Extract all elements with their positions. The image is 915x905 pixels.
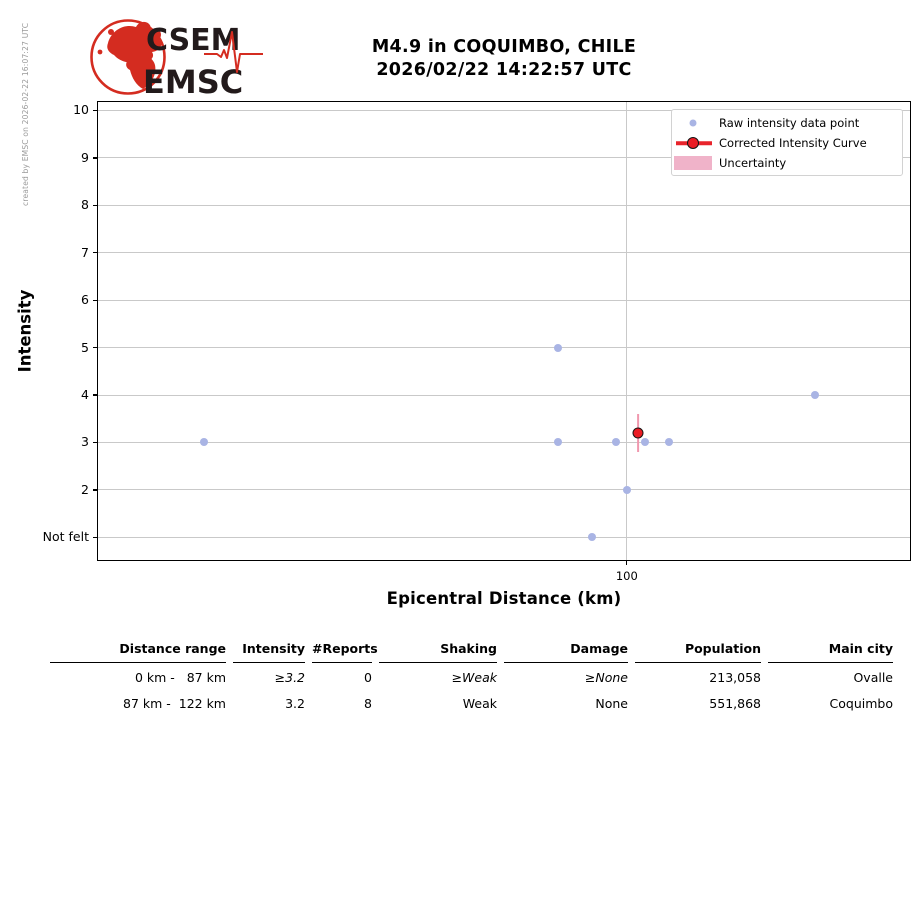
impact-table-cell: 3.2 xyxy=(285,696,305,711)
y-tick-mark xyxy=(93,109,97,112)
impact-table-cell: None xyxy=(595,696,628,711)
impact-table-header-cell: Population xyxy=(635,640,761,663)
impact-table-cell: 551,868 xyxy=(709,696,761,711)
logo-seismogram-icon xyxy=(204,31,263,73)
y-gridline xyxy=(97,204,911,206)
impact-table-cell: 0 km - 87 km xyxy=(134,670,226,685)
impact-table: Distance range Intensity #Reports Shaking Da… xyxy=(43,640,900,715)
raw-intensity-point xyxy=(199,438,208,447)
y-tick-label: 2 xyxy=(81,481,89,497)
legend-label-uncertainty: Uncertainty xyxy=(719,156,787,170)
raw-intensity-point xyxy=(553,343,562,352)
legend-entry-corrected: Corrected Intensity Curve xyxy=(674,133,896,153)
legend-label-raw: Raw intensity data point xyxy=(719,116,860,130)
y-tick-mark xyxy=(93,204,97,206)
impact-table-header-cell: Main city xyxy=(768,640,893,663)
impact-table-header-row: Distance range Intensity #Reports Shaking Da… xyxy=(50,640,893,663)
y-gridline xyxy=(97,299,911,301)
y-tick-label: Not felt xyxy=(42,529,89,545)
x-axis-title: Epicentral Distance (km) xyxy=(386,589,622,608)
impact-table-header-cell: Damage xyxy=(504,640,628,663)
y-tick-label: 9 xyxy=(81,149,89,165)
impact-table-header-cell: Shaking xyxy=(379,640,497,663)
y-tick-mark xyxy=(93,252,97,254)
x-gridline xyxy=(626,101,628,561)
x-tick-mark xyxy=(626,561,628,565)
y-gridline xyxy=(97,347,911,349)
raw-intensity-point xyxy=(664,438,673,447)
impact-table-row: 87 km - 122 km 3.2 8 Weak None 551,868 Coquimb… xyxy=(50,689,893,715)
impact-table-cell: Ovalle xyxy=(853,670,893,685)
legend-label-corrected: Corrected Intensity Curve xyxy=(719,136,867,150)
impact-table-cell: 0 xyxy=(364,670,372,685)
y-tick-label: 6 xyxy=(81,292,89,308)
logo-continents-icon xyxy=(97,21,162,89)
legend: Raw intensity data point Corrected Inten… xyxy=(671,109,903,176)
y-gridline xyxy=(97,109,911,111)
impact-table-cell: 8 xyxy=(364,696,372,711)
impact-table-header-cell: Distance range xyxy=(50,640,226,663)
y-tick-label: 10 xyxy=(73,102,89,118)
raw-intensity-point xyxy=(622,485,631,494)
y-gridline xyxy=(97,489,911,491)
raw-intensity-point xyxy=(640,438,649,447)
y-gridline xyxy=(97,252,911,254)
y-gridline xyxy=(97,157,911,159)
raw-intensity-point xyxy=(810,391,819,400)
raw-point-marker-icon xyxy=(674,116,712,130)
emsc-logo: CSEM EMSC xyxy=(90,19,263,101)
event-title: M4.9 in COQUIMBO, CHILE xyxy=(371,37,637,57)
y-gridline xyxy=(97,536,911,538)
impact-table-header-cell: #Reports xyxy=(312,640,378,663)
y-tick-label: 5 xyxy=(81,339,89,355)
legend-entry-raw: Raw intensity data point xyxy=(674,113,896,133)
y-gridline xyxy=(97,441,911,443)
y-tick-mark xyxy=(93,489,97,491)
event-datetime: 2026/02/22 14:22:57 UTC xyxy=(376,60,632,80)
x-tick-label: 100 xyxy=(615,569,638,583)
impact-table-header-cell: Intensity xyxy=(233,640,305,663)
y-tick-label: 3 xyxy=(81,434,89,450)
figure-title: M4.9 in COQUIMBO, CHILE 2026/02/22 14:22… xyxy=(97,36,911,82)
legend-entry-uncertainty: Uncertainty xyxy=(674,153,896,173)
y-tick-mark xyxy=(93,441,97,444)
logo-emsc-text: EMSC xyxy=(143,63,243,101)
uncertainty-patch-icon xyxy=(674,156,712,170)
raw-intensity-point xyxy=(587,533,596,542)
impact-table-row: 0 km - 87 km ≥3.2 0 ≥Weak ≥None 213,058 Ovalle xyxy=(50,663,893,689)
impact-table-cell: 213,058 xyxy=(709,670,761,685)
y-tick-label: 7 xyxy=(81,244,89,260)
impact-table-cell: ≥None xyxy=(584,670,628,685)
impact-table-cell: Weak xyxy=(462,696,497,711)
y-tick-mark xyxy=(93,536,97,538)
raw-intensity-point xyxy=(553,438,562,447)
y-tick-mark xyxy=(93,299,97,301)
y-tick-mark xyxy=(93,157,97,159)
impact-table-cell: ≥Weak xyxy=(451,670,497,685)
y-tick-mark xyxy=(93,346,97,349)
corrected-curve-marker-icon xyxy=(674,136,712,150)
y-gridline xyxy=(97,394,911,396)
raw-intensity-point xyxy=(611,438,620,447)
y-tick-label: 4 xyxy=(81,387,89,403)
impact-table-cell: Coquimbo xyxy=(829,696,893,711)
corrected-intensity-point xyxy=(632,427,644,439)
y-tick-mark xyxy=(93,394,97,396)
y-tick-label: 8 xyxy=(81,197,89,213)
impact-table-cell: 87 km - 122 km xyxy=(123,696,226,711)
impact-table-cell: ≥3.2 xyxy=(274,670,305,685)
